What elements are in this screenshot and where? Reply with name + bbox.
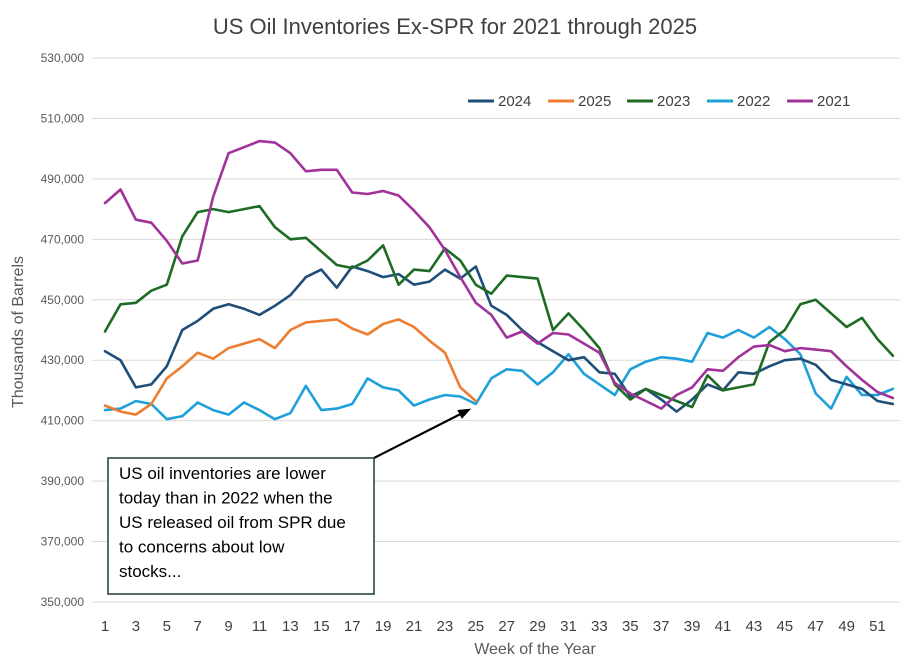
y-tick-label: 450,000 bbox=[41, 293, 85, 307]
annotation-line: to concerns about low bbox=[119, 538, 285, 557]
annotation-box bbox=[107, 457, 375, 595]
y-tick-label: 490,000 bbox=[41, 172, 85, 186]
x-tick-label: 23 bbox=[437, 618, 454, 635]
y-tick-label: 370,000 bbox=[41, 535, 85, 549]
x-tick-label: 37 bbox=[653, 618, 670, 635]
series-lines bbox=[103, 139, 895, 421]
y-tick-label: 350,000 bbox=[41, 595, 85, 609]
y-tick-label: 510,000 bbox=[41, 111, 85, 125]
annotation-arrow-shaft bbox=[373, 413, 461, 459]
annotation-line: US oil inventories are lower bbox=[119, 464, 326, 483]
series-line-2021 bbox=[103, 139, 895, 410]
annotation-line: today than in 2022 when the bbox=[119, 489, 333, 508]
y-tick-label: 470,000 bbox=[41, 232, 85, 246]
x-tick-labels: 1 3 5 7 9 11 13 15 17 19 21 23 25 27 29 31 33 35 37 39 41 43 4… bbox=[101, 618, 886, 635]
x-tick-label: 47 bbox=[807, 618, 824, 635]
legend-label-2024: 2024 bbox=[498, 93, 531, 110]
x-tick-label: 21 bbox=[406, 618, 423, 635]
x-tick-label: 39 bbox=[684, 618, 701, 635]
x-tick-label: 35 bbox=[622, 618, 639, 635]
x-tick-label: 49 bbox=[838, 618, 855, 635]
annotation-line: stocks... bbox=[119, 562, 181, 581]
x-tick-label: 51 bbox=[869, 618, 886, 635]
annotation-line: US released oil from SPR due bbox=[119, 513, 346, 532]
y-tick-label: 410,000 bbox=[41, 414, 85, 428]
chart-title: US Oil Inventories Ex-SPR for 2021 throu… bbox=[213, 14, 697, 39]
series-line-2023 bbox=[103, 204, 895, 409]
y-tick-label: 390,000 bbox=[41, 474, 85, 488]
x-tick-label: 17 bbox=[344, 618, 361, 635]
x-tick-label: 29 bbox=[529, 618, 546, 635]
x-tick-label: 7 bbox=[194, 618, 202, 635]
x-tick-label: 25 bbox=[467, 618, 484, 635]
x-tick-label: 43 bbox=[746, 618, 763, 635]
x-tick-label: 11 bbox=[252, 618, 268, 635]
series-line-2025 bbox=[103, 318, 478, 416]
x-tick-label: 45 bbox=[776, 618, 793, 635]
x-axis-title: Week of the Year bbox=[474, 641, 596, 658]
x-tick-label: 33 bbox=[591, 618, 608, 635]
series-line-2024 bbox=[103, 265, 895, 413]
legend: 2024 2025 2023 2022 2021 bbox=[468, 93, 850, 110]
annotation: US oil inventories are lower today than i… bbox=[107, 408, 472, 595]
x-tick-label: 5 bbox=[163, 618, 171, 635]
legend-label-2023: 2023 bbox=[657, 93, 690, 110]
x-tick-label: 31 bbox=[560, 618, 577, 635]
series-line-2022 bbox=[103, 325, 895, 421]
x-tick-label: 3 bbox=[132, 618, 140, 635]
x-tick-label: 41 bbox=[715, 618, 732, 635]
annotation-arrow-head bbox=[457, 408, 472, 419]
y-axis-title: Thousands of Barrels bbox=[10, 256, 27, 408]
x-tick-label: 13 bbox=[282, 618, 299, 635]
x-tick-label: 1 bbox=[101, 618, 109, 635]
x-tick-label: 9 bbox=[224, 618, 232, 635]
legend-label-2021: 2021 bbox=[817, 93, 850, 110]
legend-label-2022: 2022 bbox=[737, 93, 770, 110]
y-tick-label: 530,000 bbox=[41, 51, 85, 65]
y-tick-label: 430,000 bbox=[41, 353, 85, 367]
y-tick-labels: 350,000 370,000 390,000 410,000 430,000 450,0… bbox=[41, 51, 85, 609]
x-tick-label: 15 bbox=[313, 618, 330, 635]
x-tick-label: 27 bbox=[498, 618, 515, 635]
legend-label-2025: 2025 bbox=[578, 93, 611, 110]
x-tick-label: 19 bbox=[375, 618, 392, 635]
